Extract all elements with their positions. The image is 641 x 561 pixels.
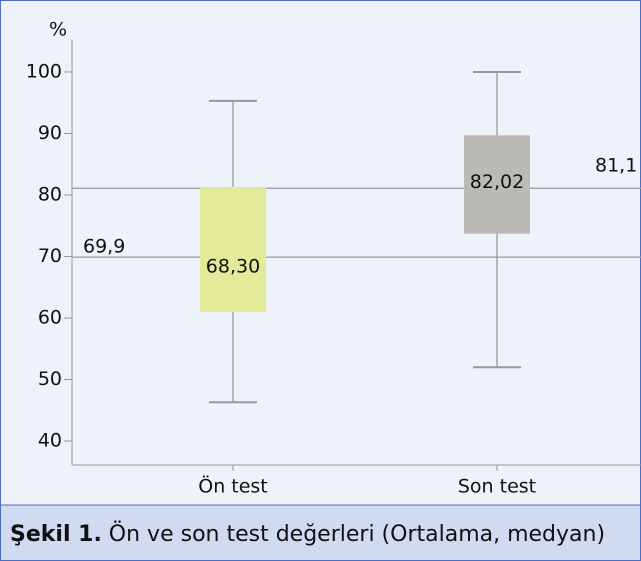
y-tick-label: 50 [38, 368, 62, 390]
caption-bold: Şekil 1. [10, 522, 102, 547]
x-tick-label: Ön test [198, 475, 268, 498]
y-tick-label: 100 [26, 60, 62, 82]
y-axis-label: % [49, 19, 67, 41]
reference-label: 81,1 [595, 155, 637, 177]
caption-text: Ön ve son test değerleri (Ortalama, medy… [102, 521, 605, 547]
caption-box [0, 504, 641, 561]
box [464, 135, 530, 234]
box [200, 186, 266, 312]
y-tick-label: 70 [38, 245, 62, 267]
caption: Şekil 1. Ön ve son test değerleri (Ortal… [10, 521, 605, 547]
median-label: 68,30 [206, 255, 260, 277]
x-tick-label: Son test [458, 476, 536, 498]
y-tick-label: 90 [38, 122, 62, 144]
y-tick-label: 60 [38, 307, 62, 329]
y-tick-label: 80 [38, 183, 62, 205]
median-label: 82,02 [470, 171, 524, 193]
y-tick-label: 40 [38, 430, 62, 452]
reference-label: 69,9 [83, 236, 125, 258]
